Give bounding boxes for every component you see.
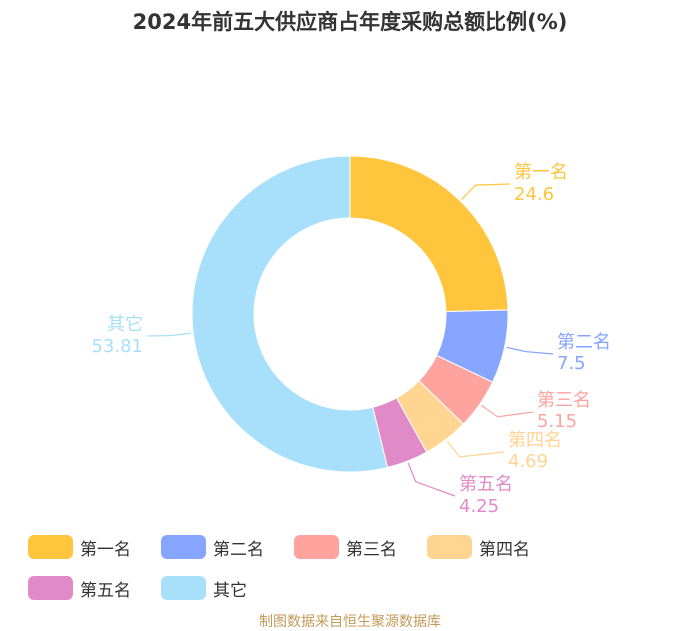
slice-value-1: 24.6	[514, 184, 554, 205]
leader-line-6	[146, 332, 192, 337]
legend-item-3[interactable]: 第三名	[294, 535, 427, 560]
legend-label: 其它	[213, 580, 247, 601]
legend-item-2[interactable]: 第二名	[161, 535, 294, 560]
slice-value-5: 4.25	[459, 496, 499, 517]
data-source-note: 制图数据来自恒生聚源数据库	[259, 614, 441, 630]
slice-label-2: 第二名	[557, 332, 611, 353]
legend-item-6[interactable]: 其它	[161, 576, 294, 601]
leader-line-2	[506, 346, 554, 355]
slice-value-6: 53.81	[91, 336, 143, 357]
legend-label: 第三名	[346, 539, 397, 560]
legend-label: 第二名	[213, 539, 264, 560]
legend-swatch	[28, 535, 73, 559]
slice-label-5: 第五名	[459, 474, 513, 495]
leader-line-3	[480, 404, 534, 418]
legend-label: 第四名	[479, 539, 530, 560]
legend-item-4[interactable]: 第四名	[427, 535, 560, 560]
leader-line-4	[446, 440, 505, 458]
slice-label-1: 第一名	[514, 162, 568, 183]
legend-swatch	[28, 576, 73, 600]
legend-label: 第一名	[80, 539, 131, 560]
legend-item-1[interactable]: 第一名	[28, 535, 161, 560]
slice-label-4: 第四名	[508, 430, 562, 451]
slice-value-4: 4.69	[508, 451, 548, 472]
slice-value-2: 7.5	[557, 353, 586, 374]
legend-swatch	[161, 535, 206, 559]
leader-line-5	[407, 462, 456, 497]
legend-swatch	[427, 535, 472, 559]
chart-title: 2024年前五大供应商占年度采购总额比例(%)	[132, 10, 568, 34]
chart-legend: 第一名 第二名 第三名 第四名第五名 其它	[28, 535, 688, 601]
legend-swatch	[294, 535, 339, 559]
legend-swatch	[161, 576, 206, 600]
donut-slice-6[interactable]	[191, 155, 389, 473]
slice-label-6: 其它	[107, 314, 143, 335]
legend-item-5[interactable]: 第五名	[28, 576, 161, 601]
donut-slice-1[interactable]	[349, 155, 509, 313]
leader-line-1	[461, 183, 511, 200]
legend-label: 第五名	[80, 580, 131, 601]
slice-label-3: 第三名	[537, 390, 591, 411]
slice-value-3: 5.15	[537, 411, 577, 432]
